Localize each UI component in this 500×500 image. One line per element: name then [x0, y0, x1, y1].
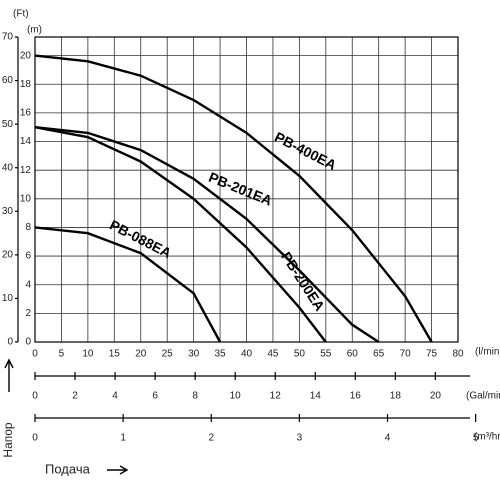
y-tick-label: 2	[25, 308, 31, 319]
gal-tick-label: 6	[152, 391, 158, 402]
curve-label: PB-201EA	[206, 169, 274, 209]
flow-arrow	[107, 465, 129, 475]
curve	[34, 126, 327, 343]
x-axis-label: (l/min)	[475, 347, 500, 358]
gal-axis-label: (Gal/min)	[466, 391, 500, 402]
x-tick-label: 30	[188, 349, 200, 360]
head-label: Напор	[1, 422, 15, 458]
x-tick-label: 25	[162, 349, 174, 360]
m3-axis-label: (m³/hr)	[474, 432, 500, 443]
x-tick-label: 70	[400, 349, 412, 360]
x-tick-label: 65	[373, 349, 385, 360]
x-tick-label: 20	[135, 349, 147, 360]
curve	[34, 226, 222, 343]
y-tick-label: 12	[20, 165, 32, 176]
y2-axis-label: (Ft)	[13, 9, 29, 20]
x-tick-label: 80	[452, 349, 464, 360]
y-tick-label: 8	[25, 222, 31, 233]
y2-tick-label: 50	[2, 119, 14, 130]
gal-tick-label: 14	[310, 391, 322, 402]
y-tick-label: 10	[20, 193, 32, 204]
x-tick-label: 0	[32, 349, 38, 360]
gal-tick-label: 10	[230, 391, 242, 402]
y2-tick-label: 40	[2, 162, 14, 173]
gal-tick-label: 16	[350, 391, 362, 402]
y2-tick-label: 30	[2, 206, 14, 217]
curve-label: PB-200EA	[278, 249, 328, 314]
m3-tick-label: 3	[297, 433, 303, 444]
gal-tick-label: 18	[390, 391, 402, 402]
m3-tick-label: 4	[385, 433, 391, 444]
head-arrow	[4, 358, 14, 392]
gal-tick-label: 0	[32, 391, 38, 402]
curve	[34, 126, 380, 344]
gal-tick-label: 4	[112, 391, 118, 402]
y2-tick-label: 70	[2, 32, 14, 43]
curve-label: PB-400EA	[272, 129, 339, 174]
gal-tick-label: 8	[192, 391, 198, 402]
x-tick-label: 55	[320, 349, 332, 360]
y-tick-label: 4	[25, 279, 31, 290]
y-tick-label: 16	[20, 108, 32, 119]
x-tick-label: 60	[347, 349, 359, 360]
y-tick-label: 20	[20, 50, 32, 61]
x-tick-label: 5	[59, 349, 65, 360]
gal-tick-label: 20	[430, 391, 442, 402]
y-tick-label: 14	[20, 136, 32, 147]
plot-frame	[34, 36, 459, 343]
y2-tick-label: 0	[7, 337, 13, 348]
y2-tick-label: 20	[2, 249, 14, 260]
y2-tick-label: 60	[2, 75, 14, 86]
gal-tick-label: 12	[270, 391, 282, 402]
y-axis-label: (m)	[27, 25, 42, 36]
y-tick-label: 0	[25, 337, 31, 348]
y-tick-label: 18	[20, 79, 32, 90]
m3-tick-label: 5	[473, 433, 479, 444]
x-tick-label: 10	[82, 349, 94, 360]
curve	[34, 54, 433, 343]
x-tick-label: 75	[426, 349, 438, 360]
y-tick-label: 6	[25, 251, 31, 262]
x-tick-label: 40	[241, 349, 253, 360]
x-tick-label: 50	[294, 349, 306, 360]
m3-tick-label: 1	[120, 433, 126, 444]
x-tick-label: 15	[109, 349, 121, 360]
m3-tick-label: 2	[208, 433, 214, 444]
x-tick-label: 35	[215, 349, 227, 360]
gal-tick-label: 2	[72, 391, 78, 402]
flow-label: Подача	[45, 461, 91, 476]
x-tick-label: 45	[267, 349, 279, 360]
m3-tick-label: 0	[32, 433, 38, 444]
y2-tick-label: 10	[2, 293, 14, 304]
